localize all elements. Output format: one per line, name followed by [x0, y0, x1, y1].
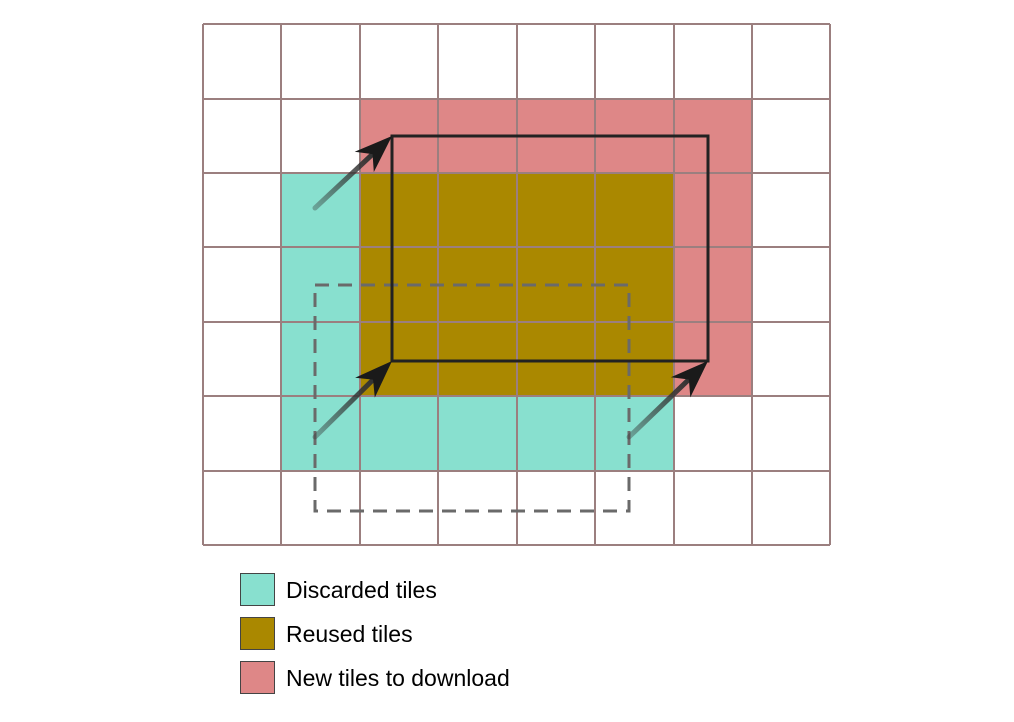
tile-empty — [203, 247, 281, 322]
grid-lines — [202, 23, 831, 546]
legend-swatch-discarded — [240, 573, 275, 606]
pan-arrow-head — [355, 361, 392, 398]
tile-empty — [752, 24, 830, 99]
pan-arrow-head — [670, 361, 708, 398]
legend-item-reused: Reused tiles — [240, 616, 660, 652]
pan-arrow — [312, 361, 392, 440]
tile-empty — [438, 24, 517, 99]
tile-empty — [674, 396, 752, 471]
tile-reused — [360, 322, 438, 396]
tile-empty — [203, 99, 281, 173]
tile-empty — [752, 99, 830, 173]
tile-discarded — [438, 396, 517, 471]
old-viewport-dashed-rect — [313, 283, 631, 513]
tile-empty — [752, 247, 830, 322]
tile-reused — [438, 173, 517, 247]
legend-item-new: New tiles to download — [240, 660, 660, 696]
tile-empty — [203, 322, 281, 396]
tile-empty — [752, 173, 830, 247]
pan-arrow — [312, 136, 392, 211]
new-viewport-rect — [390, 134, 710, 363]
tile-discarded — [517, 396, 595, 471]
tile-reused — [360, 173, 438, 247]
tile-new — [674, 247, 752, 322]
tile-reused — [517, 322, 595, 396]
legend-label-discarded: Discarded tiles — [286, 577, 437, 603]
tile-empty — [203, 471, 281, 545]
tile-empty — [203, 24, 281, 99]
tiles-layer — [203, 24, 830, 545]
tile-empty — [595, 24, 674, 99]
tile-new — [674, 173, 752, 247]
tile-empty — [674, 24, 752, 99]
tile-empty — [281, 471, 360, 545]
tile-empty — [281, 24, 360, 99]
tile-empty — [203, 396, 281, 471]
tile-empty — [752, 396, 830, 471]
legend-label-new: New tiles to download — [286, 665, 510, 691]
tile-empty — [281, 99, 360, 173]
legend-swatch-new — [240, 661, 275, 694]
pan-arrow-shaft — [626, 377, 691, 440]
pan-arrow-head — [354, 136, 392, 173]
tile-reused — [438, 322, 517, 396]
tile-discarded — [360, 396, 438, 471]
tile-empty — [360, 471, 438, 545]
legend-swatch-reused — [240, 617, 275, 650]
tile-empty — [517, 471, 595, 545]
tile-empty — [360, 24, 438, 99]
tile-empty — [674, 471, 752, 545]
tile-reused — [595, 322, 674, 396]
tile-empty — [438, 471, 517, 545]
legend-label-reused: Reused tiles — [286, 621, 413, 647]
tile-empty — [595, 471, 674, 545]
legend-item-discarded: Discarded tiles — [240, 572, 660, 608]
tile-discarded — [281, 173, 360, 247]
tile-empty — [752, 322, 830, 396]
tile-empty — [752, 471, 830, 545]
tile-reused — [595, 247, 674, 322]
tile-reused — [517, 173, 595, 247]
pan-arrow-shaft — [312, 152, 375, 211]
pan-arrow — [626, 361, 708, 440]
pan-arrow-shaft — [312, 378, 375, 440]
tile-discarded — [281, 322, 360, 396]
tile-reused — [595, 173, 674, 247]
tile-empty — [203, 173, 281, 247]
tile-empty — [517, 24, 595, 99]
pan-arrows — [312, 136, 708, 440]
